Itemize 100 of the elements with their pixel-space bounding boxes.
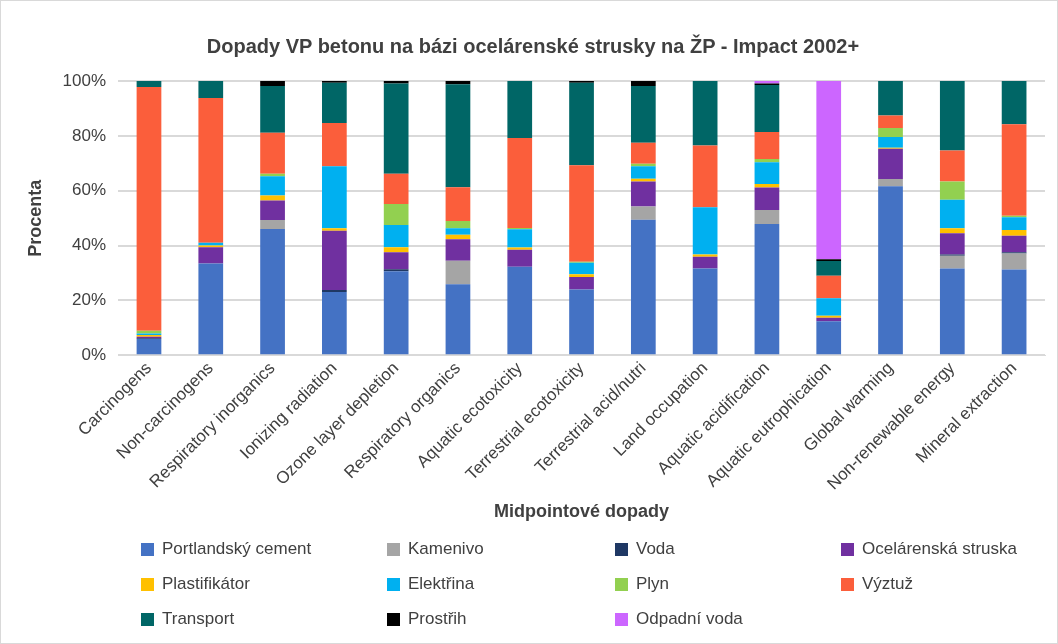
bar — [507, 266, 533, 355]
bar — [692, 268, 718, 355]
y-tick-label: 0% — [81, 345, 107, 365]
bar — [260, 132, 285, 174]
chart-title: Dopady VP betonu na bázi ocelárenské strusky na ŽP - Impact 2002+ — [206, 33, 860, 57]
bar — [692, 254, 718, 257]
bar — [1001, 217, 1027, 230]
bar — [445, 84, 471, 188]
bar — [569, 82, 594, 166]
bar — [136, 81, 162, 88]
legend-label: Plyn — [636, 574, 670, 594]
legend-label: Prostřih — [408, 609, 467, 629]
bar — [507, 81, 533, 139]
bar — [630, 219, 656, 355]
bar — [198, 98, 224, 243]
legend-label: Elektřina — [408, 574, 475, 594]
bar — [322, 228, 347, 231]
bar — [445, 220, 471, 229]
y-tick-label: 40% — [72, 235, 107, 255]
bar — [383, 225, 409, 248]
legend-label: Voda — [636, 539, 675, 559]
bar — [630, 142, 656, 164]
bar — [569, 274, 594, 277]
bar — [322, 82, 347, 123]
bar — [939, 150, 965, 182]
bar — [569, 289, 594, 355]
bar — [878, 81, 903, 116]
bar — [507, 247, 533, 250]
y-tick-label: 60% — [72, 180, 107, 200]
y-tick-label: 80% — [72, 125, 107, 145]
y-tick-label: 100% — [62, 70, 107, 90]
bar — [383, 247, 409, 253]
bar — [939, 255, 965, 269]
bar — [878, 115, 903, 128]
bar — [507, 138, 533, 229]
bar — [754, 85, 780, 133]
bar — [878, 127, 903, 137]
bar — [445, 187, 471, 221]
bar — [198, 263, 224, 355]
bar — [878, 136, 903, 148]
bar — [816, 321, 842, 355]
bar — [630, 85, 656, 143]
bar — [816, 81, 842, 260]
bar — [322, 230, 347, 291]
bar — [1001, 269, 1027, 355]
bar — [260, 228, 285, 355]
bar — [383, 173, 409, 204]
bar — [136, 87, 162, 331]
bar — [692, 207, 718, 255]
legend-label: Kamenivo — [408, 539, 484, 559]
legend-label: Výztuž — [862, 574, 914, 594]
bar — [445, 239, 471, 261]
bar — [1001, 229, 1027, 236]
bar — [939, 199, 965, 229]
bar — [754, 223, 780, 355]
bar — [754, 187, 780, 210]
bar — [754, 132, 780, 159]
bar — [939, 228, 965, 234]
bar — [692, 145, 718, 208]
legend-label: Odpadní voda — [636, 609, 743, 629]
bar — [507, 229, 533, 248]
legend-label: Plastifikátor — [162, 574, 250, 594]
bar — [754, 162, 780, 184]
bar — [136, 338, 162, 355]
bar — [569, 262, 594, 275]
y-tick-label: 20% — [72, 290, 107, 310]
bar — [692, 256, 718, 269]
bar — [260, 220, 285, 229]
bar — [569, 276, 594, 290]
x-axis-title: Midpointové dopady — [494, 501, 670, 522]
bar — [939, 81, 965, 151]
bar — [383, 203, 409, 226]
bar — [816, 275, 842, 299]
bar — [445, 228, 471, 235]
bar — [383, 252, 409, 270]
bar — [198, 81, 224, 99]
bar — [1001, 253, 1027, 270]
bar — [322, 291, 347, 355]
bar — [260, 85, 285, 133]
bar — [630, 206, 656, 220]
legend-label: Portlandský cement — [162, 539, 312, 559]
bar — [692, 81, 718, 146]
bar — [878, 186, 903, 355]
bar — [878, 148, 903, 179]
bar — [878, 178, 903, 187]
bar — [322, 166, 347, 229]
bar — [939, 181, 965, 200]
bar — [630, 81, 656, 86]
bar — [816, 298, 842, 316]
bar — [1001, 124, 1027, 216]
bar — [630, 181, 656, 207]
bar — [260, 200, 285, 221]
bar — [445, 284, 471, 355]
bar — [569, 165, 594, 262]
bar — [939, 233, 965, 255]
bar — [260, 81, 285, 86]
bar — [507, 249, 533, 267]
bar — [1001, 235, 1027, 253]
bar — [198, 247, 224, 264]
bar — [630, 166, 656, 179]
